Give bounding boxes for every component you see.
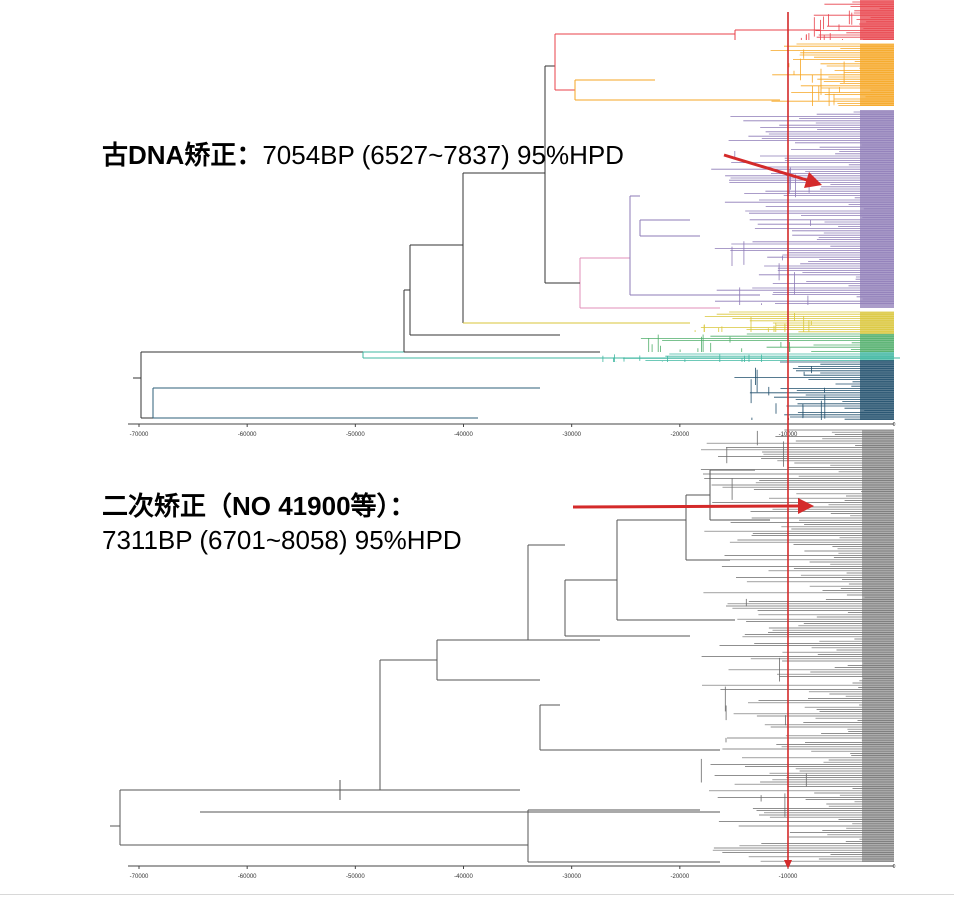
axis-tick-label: -20000 [670,874,689,880]
top-time-axis: -70000-60000-50000-40000-30000-20000-100… [128,422,896,438]
bottom-phylogenetic-tree [110,429,894,863]
axis-tick-label: -50000 [346,874,365,880]
clade-band [860,312,894,334]
clade-band [860,44,894,106]
top-arrowhead [804,172,822,188]
axis-tick-label: -20000 [670,432,689,438]
clade-band-gray [862,430,894,862]
clade-band [860,352,894,360]
bottom-arrow-shaft [572,504,801,509]
axis-tick-label: -40000 [454,874,473,880]
axis-tick-label: -60000 [238,432,257,438]
clade-band [860,0,894,40]
axis-tick-label: -30000 [562,874,581,880]
top-phylogenetic-tree [133,0,900,420]
secondary-calibration-label: 二次矫正（NO 41900等）： [102,491,416,521]
annotation-arrows [572,153,822,514]
axis-tick-label: -70000 [130,874,149,880]
axis-zero-label: 0 [893,864,896,870]
secondary-calibration-value: 7311BP (6701~8058) 95%HPD [102,525,462,555]
ancient-dna-calibration-note: 古DNA矫正：7054BP (6527~7837) 95%HPD [102,138,624,172]
secondary-calibration-note: 二次矫正（NO 41900等）： 7311BP (6701~8058) 95%H… [102,489,462,557]
clade-band [860,360,894,420]
clade-green [640,333,894,353]
time-marker-line [784,12,792,869]
clade-band [860,334,894,352]
axis-zero-label: 0 [893,422,896,428]
axis-tick-label: -60000 [238,874,257,880]
clade-band [860,110,894,308]
footer-divider [0,894,954,895]
axis-tick-label: -40000 [454,432,473,438]
ancient-dna-calibration-label: 古DNA矫正： [102,140,263,170]
axis-tick-label: -30000 [562,432,581,438]
axis-tick-label: -50000 [346,432,365,438]
marker-arrowhead [784,860,792,869]
bottom-time-axis: -70000 -60000 -50000 -40000 -30000 -20000 -100… [128,864,896,880]
axis-tick-label: -10000 [779,874,798,880]
bottom-arrowhead [798,498,814,514]
ancient-dna-calibration-value: 7054BP (6527~7837) 95%HPD [262,140,624,170]
top-arrow-shaft [723,153,811,183]
axis-tick-label: -70000 [130,432,149,438]
